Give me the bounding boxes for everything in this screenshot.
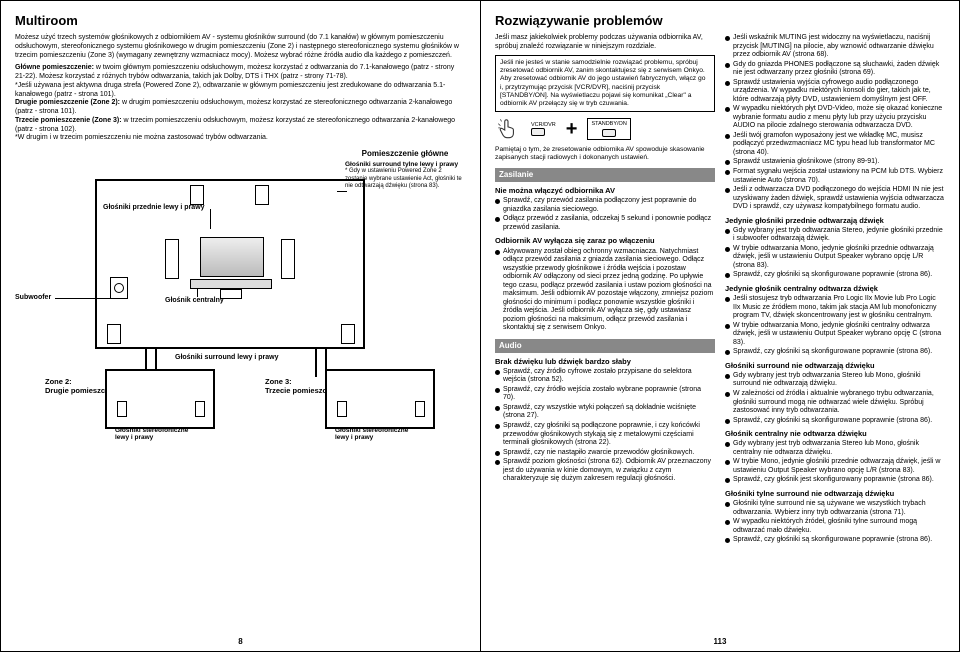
- main-caption: Pomieszczenie główne Głośniki surround t…: [345, 149, 465, 190]
- rc-h4: Głośniki surround nie odtwarzają dźwięku: [725, 361, 945, 370]
- speaker-front-l: [165, 239, 179, 279]
- right-columns: Jeśli masz jakiekolwiek problemy podczas…: [495, 34, 945, 546]
- left-p1-star: *Jeśli używana jest aktywna druga strefa…: [15, 82, 466, 100]
- multiroom-diagram: Pomieszczenie główne Głośniki surround t…: [15, 149, 466, 459]
- reset-warning-box: Jeśli nie jesteś w stanie samodzielnie r…: [495, 55, 715, 112]
- receiver-icon: [190, 279, 272, 289]
- speaker-sr-l: [107, 324, 121, 344]
- speaker-sr-rear-l: [190, 185, 204, 205]
- left-star2: *W drugim i w trzecim pomieszczeniu nie …: [15, 134, 466, 143]
- rc-list6: Głośniki tylne surround nie są używane w…: [725, 500, 945, 545]
- au-h1: Brak dźwięku lub dźwięk bardzo słaby: [495, 357, 715, 366]
- rc-h6: Głośniki tylne surround nie odtwarzają d…: [725, 489, 945, 498]
- rc-list5: Gdy wybrany jest tryb odtwarzania Stereo…: [725, 440, 945, 485]
- pw-list1: Sprawdź, czy przewód zasilania podłączon…: [495, 197, 715, 232]
- section-power: Zasilanie: [495, 168, 715, 182]
- left-title: Multiroom: [15, 13, 466, 28]
- touch-hand-icon: [495, 116, 521, 142]
- pw-h1: Nie można włączyć odbiornika AV: [495, 186, 715, 195]
- rc-h2: Jedynie głośniki przednie odtwarzają dźw…: [725, 216, 945, 225]
- label-center: Głośnik centralny: [165, 297, 224, 304]
- label-sr: Głośniki surround lewy i prawy: [175, 354, 278, 361]
- tv-icon: [200, 237, 264, 277]
- zone2-block: Zone 2: Drugie pomieszczenie Głośniki st…: [45, 377, 215, 429]
- zone3-block: Zone 3: Trzecie pomieszczenie Głośniki s…: [265, 377, 435, 429]
- section-audio: Audio: [495, 339, 715, 353]
- pw-h2: Odbiornik AV wyłącza się zaraz po włącze…: [495, 236, 715, 245]
- standby-icon: STANDBY/ON: [587, 118, 630, 140]
- right-col-right: Jeśli wskaźnik MUTING jest widoczny na w…: [725, 34, 945, 546]
- vcr-label: VCR/DVR: [531, 122, 556, 137]
- left-p3: Trzecie pomieszczenie (Zone 3): w trzeci…: [15, 117, 466, 135]
- au-list1: Sprawdź, czy źródło cyfrowe zostało przy…: [495, 368, 715, 484]
- zone3-room: [325, 369, 435, 429]
- plus-icon: +: [566, 117, 578, 141]
- left-intro: Możesz użyć trzech systemów głośnikowych…: [15, 34, 466, 60]
- subwoofer-icon: [110, 277, 128, 299]
- speaker-sr-r: [341, 324, 355, 344]
- rc-list3: Jeśli stosujesz tryb odtwarzania Pro Log…: [725, 295, 945, 357]
- speaker-sr-rear-r: [255, 185, 269, 205]
- rc-list2: Gdy wybrany jest tryb odtwarzania Stereo…: [725, 227, 945, 280]
- right-title: Rozwiązywanie problemów: [495, 13, 945, 28]
- page-left: Multiroom Możesz użyć trzech systemów gł…: [0, 0, 480, 652]
- rc-list4: Gdy wybrany jest tryb odtwarzania Stereo…: [725, 372, 945, 425]
- speaker-front-r: [281, 239, 295, 279]
- page-number-left: 8: [238, 637, 242, 646]
- rc-h3: Jedynie głośnik centralny odtwarza dźwię…: [725, 284, 945, 293]
- zone2-room: [105, 369, 215, 429]
- after-icons-note: Pamiętaj o tym, że zresetowanie odbiorni…: [495, 146, 715, 162]
- reset-icon-row: VCR/DVR + STANDBY/ON: [495, 116, 715, 142]
- label-sub: Subwoofer: [15, 294, 51, 301]
- audio-cont-list: Jeśli wskaźnik MUTING jest widoczny na w…: [725, 34, 945, 212]
- page-number-right: 113: [714, 637, 727, 646]
- speaker-centre: [220, 289, 242, 299]
- right-intro: Jeśli masz jakiekolwiek problemy podczas…: [495, 34, 715, 51]
- page-right: Rozwiązywanie problemów Jeśli masz jakie…: [480, 0, 960, 652]
- label-front: Głośniki przednie lewy i prawy: [103, 204, 205, 211]
- pw-list2: Aktywowany został obieg ochronny wzmacni…: [495, 248, 715, 333]
- left-p1: Główne pomieszczenie: w twoim głównym po…: [15, 64, 466, 82]
- rc-h5: Głośnik centralny nie odtwarza dźwięku: [725, 429, 945, 438]
- left-p2: Drugie pomieszczenie (Zone 2): w drugim …: [15, 99, 466, 117]
- right-col-left: Jeśli masz jakiekolwiek problemy podczas…: [495, 34, 715, 546]
